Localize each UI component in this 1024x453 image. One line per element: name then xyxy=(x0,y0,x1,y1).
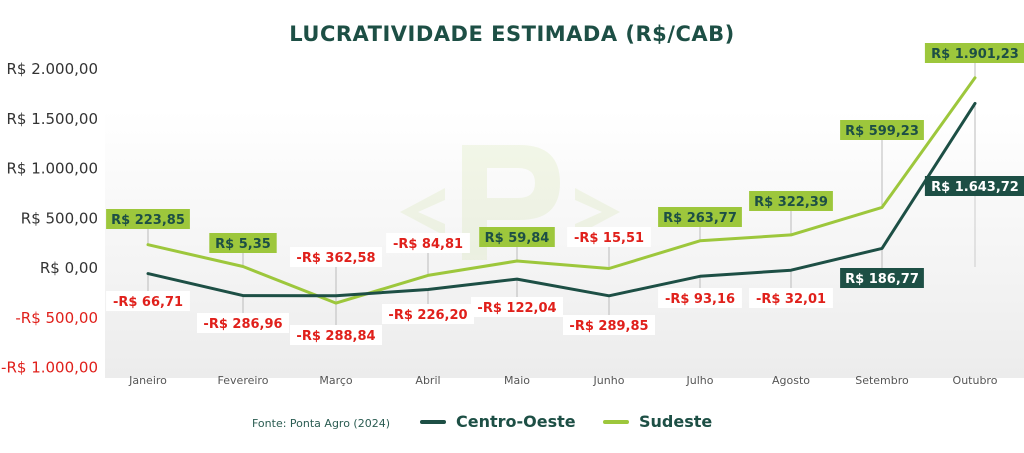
legend-label-sudeste: Sudeste xyxy=(639,412,713,431)
data-label: R$ 186,77 xyxy=(845,272,919,287)
data-label: R$ 1.901,23 xyxy=(931,47,1019,62)
x-tick-label: Maio xyxy=(504,374,530,387)
x-tick-label: Junho xyxy=(593,374,625,387)
y-tick-label: R$ 500,00 xyxy=(21,209,98,227)
chart-title: LUCRATIVIDADE ESTIMADA (R$/CAB) xyxy=(289,22,735,46)
x-tick-label: Julho xyxy=(686,374,714,387)
data-label-box xyxy=(382,304,474,324)
data-label: -R$ 84,81 xyxy=(393,237,463,252)
x-axis-ticks: Janeiro Fevereiro Março Abril Maio Junho Julho… xyxy=(128,374,998,387)
y-tick-label: R$ 2.000,00 xyxy=(6,60,98,78)
data-label: R$ 223,85 xyxy=(111,213,185,228)
y-axis-ticks: -R$ 1.000,00 -R$ 500,00 R$ 0,00 R$ 500,00 R$… xyxy=(1,60,98,377)
legend-swatch-centro-oeste xyxy=(420,419,446,424)
data-label-box xyxy=(290,325,382,345)
data-label: R$ 5,35 xyxy=(215,237,271,252)
data-label: R$ 59,84 xyxy=(485,231,550,246)
data-label: -R$ 93,16 xyxy=(665,292,735,307)
data-label-box xyxy=(471,297,563,317)
data-label-box xyxy=(197,313,289,333)
y-tick-label: R$ 1.500,00 xyxy=(6,110,98,128)
y-tick-label: -R$ 500,00 xyxy=(15,309,98,327)
data-label: R$ 1.643,72 xyxy=(931,180,1019,195)
data-label-box xyxy=(290,247,382,267)
data-label: R$ 322,39 xyxy=(754,195,828,210)
legend-label-centro-oeste: Centro-Oeste xyxy=(456,412,576,431)
x-tick-label: Fevereiro xyxy=(218,374,269,387)
data-label-box xyxy=(106,291,190,311)
data-label: -R$ 288,84 xyxy=(296,329,375,344)
data-label-box xyxy=(209,233,277,253)
data-label-box xyxy=(479,227,555,247)
data-label-box xyxy=(563,315,655,335)
data-labels: -R$ 66,71-R$ 286,96-R$ 288,84-R$ 226,20-… xyxy=(106,43,1024,345)
data-label: R$ 263,77 xyxy=(663,211,737,226)
data-label-box xyxy=(924,43,1024,63)
label-leader-lines xyxy=(147,63,976,325)
data-label-box xyxy=(658,288,742,308)
x-tick-label: Março xyxy=(319,374,353,387)
x-tick-label: Janeiro xyxy=(128,374,167,387)
legend-item-sudeste: Sudeste xyxy=(603,412,712,431)
data-label-box xyxy=(924,176,1024,196)
x-tick-label: Outubro xyxy=(953,374,998,387)
data-label-box xyxy=(749,191,833,211)
data-label: -R$ 15,51 xyxy=(574,231,644,246)
data-label: -R$ 226,20 xyxy=(388,308,467,323)
source-note: Fonte: Ponta Agro (2024) xyxy=(252,417,391,430)
y-tick-label: -R$ 1.000,00 xyxy=(1,359,98,377)
x-tick-label: Agosto xyxy=(772,374,810,387)
y-tick-label: R$ 1.000,00 xyxy=(6,160,98,178)
series-lines xyxy=(146,76,977,305)
y-tick-label: R$ 0,00 xyxy=(40,259,98,277)
x-tick-label: Setembro xyxy=(855,374,909,387)
x-tick-label: Abril xyxy=(415,374,440,387)
data-label-box xyxy=(658,207,742,227)
series-line-sudeste xyxy=(146,76,977,305)
data-label-box xyxy=(106,209,190,229)
data-label-box xyxy=(567,227,651,247)
data-label-box xyxy=(840,268,924,288)
data-label: -R$ 289,85 xyxy=(569,319,648,334)
legend-item-centro-oeste: Centro-Oeste xyxy=(420,412,576,431)
data-label: -R$ 32,01 xyxy=(756,292,826,307)
data-label-box xyxy=(840,120,924,140)
data-label: -R$ 286,96 xyxy=(203,317,282,332)
legend-swatch-sudeste xyxy=(603,419,629,424)
series-line-centro-oeste xyxy=(146,101,977,298)
data-label: -R$ 122,04 xyxy=(477,301,556,316)
data-label: -R$ 66,71 xyxy=(113,295,183,310)
data-label: R$ 599,23 xyxy=(845,124,919,139)
data-label-box xyxy=(386,233,470,253)
data-label: -R$ 362,58 xyxy=(296,251,375,266)
data-label-box xyxy=(749,288,833,308)
